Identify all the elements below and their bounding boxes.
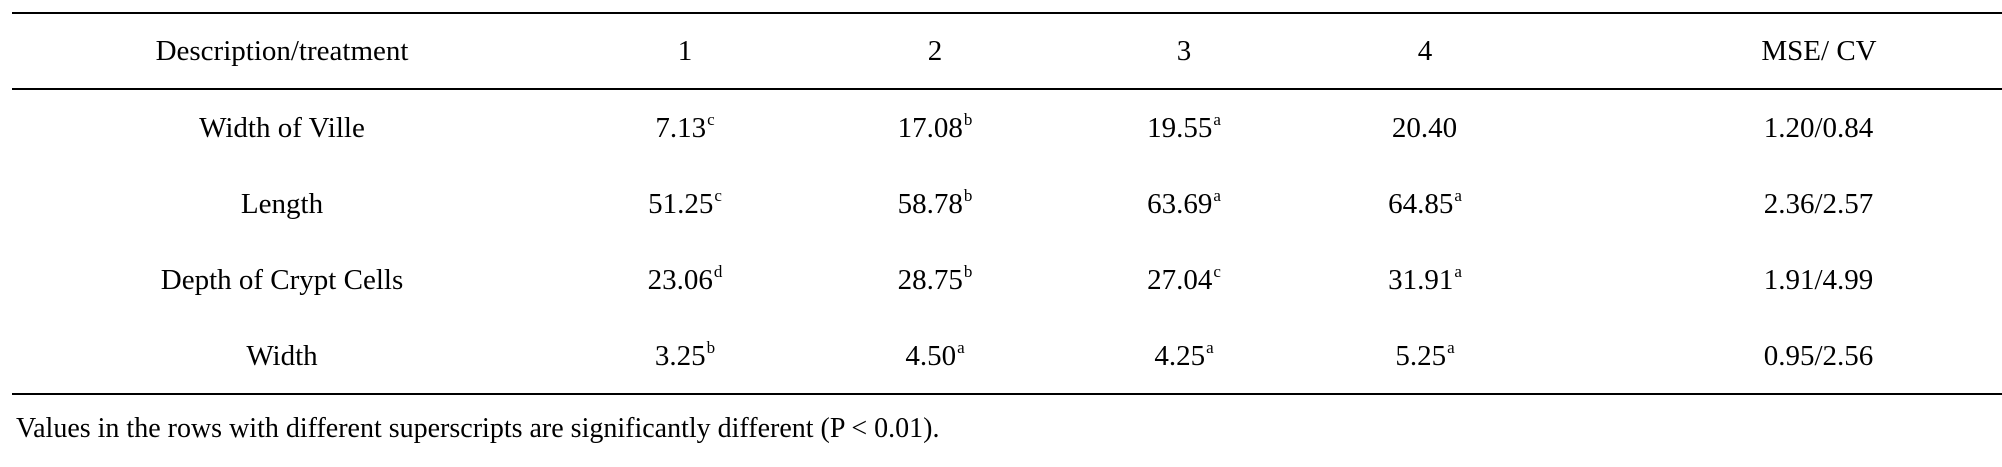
- cell-superscript: c: [714, 186, 722, 205]
- row-label: Width: [246, 340, 318, 372]
- cell-value: 1.20/0.84: [1763, 112, 1874, 144]
- cell-value: 19.55: [1147, 112, 1213, 144]
- table-cell: 63.69a: [1147, 187, 1221, 221]
- cell-value: 0.95/2.56: [1763, 340, 1874, 372]
- table-cell: 23.06d: [648, 263, 723, 297]
- header-description-treatment: Description/treatment: [155, 35, 409, 67]
- table-top-rule: [12, 12, 2002, 14]
- table-header-rule: [12, 88, 2002, 90]
- table-cell: 17.08b: [898, 111, 973, 145]
- cell-superscript: a: [1213, 110, 1221, 129]
- cell-value: 58.78: [897, 188, 963, 220]
- table-cell: 58.78b: [898, 187, 973, 221]
- table-cell: 1.20/0.84: [1764, 111, 1875, 145]
- table-footnote: Values in the rows with different supers…: [16, 413, 940, 444]
- table-cell: 19.55a: [1147, 111, 1221, 145]
- table-cell: 1.91/4.99: [1764, 263, 1875, 297]
- cell-superscript: c: [707, 110, 715, 129]
- cell-superscript: d: [713, 262, 723, 281]
- cell-superscript: b: [963, 186, 973, 205]
- cell-value: 4.50: [905, 340, 957, 372]
- cell-superscript: a: [1206, 338, 1214, 357]
- cell-superscript: b: [706, 338, 716, 357]
- table-cell: 27.04c: [1147, 263, 1221, 297]
- cell-value: 27.04: [1147, 264, 1213, 296]
- table-cell: 0.95/2.56: [1764, 339, 1875, 373]
- table-cell: 4.25a: [1154, 339, 1213, 373]
- cell-value: 63.69: [1147, 188, 1213, 220]
- cell-superscript: a: [1213, 186, 1221, 205]
- header-treatment-4: 4: [1417, 35, 1433, 67]
- cell-value: 4.25: [1154, 340, 1206, 372]
- cell-value: 17.08: [897, 112, 963, 144]
- cell-superscript: b: [963, 110, 973, 129]
- table-cell: 5.25a: [1395, 339, 1454, 373]
- row-label: Depth of Crypt Cells: [160, 264, 404, 296]
- table-cell: 31.91a: [1388, 263, 1462, 297]
- table-cell: 28.75b: [898, 263, 973, 297]
- table-cell: 7.13c: [655, 111, 714, 145]
- cell-value: 20.40: [1391, 112, 1458, 144]
- cell-superscript: a: [957, 338, 965, 357]
- cell-value: 23.06: [647, 264, 713, 296]
- cell-value: 2.36/2.57: [1763, 188, 1874, 220]
- table-cell: 3.25b: [655, 339, 715, 373]
- cell-value: 28.75: [897, 264, 963, 296]
- cell-value: 64.85: [1388, 188, 1454, 220]
- cell-superscript: a: [1454, 262, 1462, 281]
- table-cell: 51.25c: [648, 187, 722, 221]
- cell-value: 51.25: [648, 188, 714, 220]
- cell-superscript: c: [1213, 262, 1221, 281]
- table-bottom-rule: [12, 393, 2002, 395]
- cell-superscript: a: [1454, 186, 1462, 205]
- row-label: Width of Ville: [199, 112, 365, 144]
- header-treatment-2: 2: [927, 35, 943, 67]
- table-cell: 20.40: [1392, 111, 1458, 145]
- cell-superscript: a: [1447, 338, 1455, 357]
- cell-value: 7.13: [655, 112, 707, 144]
- table-cell: 4.50a: [905, 339, 964, 373]
- header-mse-cv: MSE/ CV: [1761, 35, 1877, 67]
- table-cell: 64.85a: [1388, 187, 1462, 221]
- header-treatment-3: 3: [1176, 35, 1192, 67]
- cell-superscript: b: [963, 262, 973, 281]
- cell-value: 31.91: [1388, 264, 1454, 296]
- header-treatment-1: 1: [677, 35, 693, 67]
- row-label: Length: [240, 188, 324, 220]
- table-cell: 2.36/2.57: [1764, 187, 1875, 221]
- cell-value: 1.91/4.99: [1763, 264, 1874, 296]
- cell-value: 5.25: [1395, 340, 1447, 372]
- cell-value: 3.25: [654, 340, 706, 372]
